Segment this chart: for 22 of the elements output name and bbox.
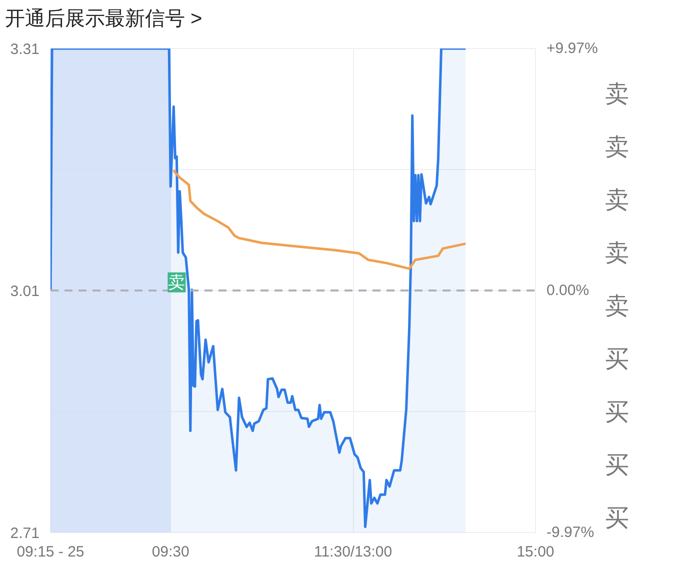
text: 买 bbox=[605, 398, 629, 428]
text: 卖 bbox=[605, 292, 629, 322]
x-tick-label: 09:30 bbox=[152, 544, 190, 560]
text: 买 bbox=[605, 504, 629, 534]
text: 卖 bbox=[605, 80, 629, 110]
y2-tick-label: 0.00% bbox=[546, 282, 590, 299]
x-tick-label: 11:30/13:00 bbox=[314, 544, 392, 560]
text: 卖 bbox=[605, 133, 629, 163]
y-tick-label: 3.01 bbox=[10, 283, 40, 300]
y2-tick-label: +9.97% bbox=[546, 40, 598, 57]
text: 卖 bbox=[605, 186, 629, 216]
x-tick-label: 15:00 bbox=[516, 544, 554, 560]
text: 买 bbox=[605, 451, 629, 481]
y2-tick-label: -9.97% bbox=[546, 524, 594, 541]
y-tick-label: 2.71 bbox=[10, 525, 40, 542]
text: 买 bbox=[605, 345, 629, 375]
annotation: 卖 bbox=[168, 272, 186, 292]
line-series bbox=[172, 169, 467, 270]
x-tick-label: 09:15 - 25 bbox=[16, 544, 84, 560]
chart-title: 开通后展示最新信号 > bbox=[5, 7, 202, 32]
text: 卖 bbox=[605, 239, 629, 269]
y-tick-label: 3.31 bbox=[10, 41, 40, 58]
